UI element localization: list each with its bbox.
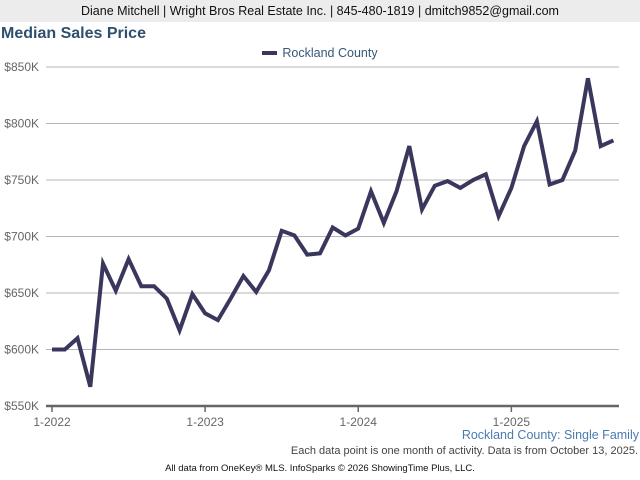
legend-entry[interactable]: Rockland County [282, 46, 378, 60]
legend-swatch-icon [262, 50, 278, 55]
x-axis: 1-2022 1-2023 1-2024 1-2025 [33, 404, 619, 429]
series-layer [51, 77, 615, 388]
y-tick-label: $650K [4, 286, 39, 300]
agent-contact-bar: Diane Mitchell | Wright Bros Real Estate… [0, 0, 640, 22]
x-tick-label: 1-2025 [493, 415, 531, 429]
series-line [52, 77, 615, 388]
y-tick-label: $750K [4, 173, 39, 187]
chart-legend: Rockland County [0, 46, 640, 60]
y-tick-label: $850K [4, 60, 39, 74]
y-axis-labels: $550K $600K $650K $700K $750K $800K $850K [4, 60, 39, 413]
x-tick-label: 1-2022 [33, 415, 71, 429]
gridlines [46, 66, 619, 350]
data-note: Each data point is one month of activity… [290, 445, 638, 457]
series-caption: Rockland County: Single Family [461, 428, 639, 442]
y-tick-label: $700K [4, 230, 39, 244]
y-tick-label: $550K [4, 399, 39, 413]
x-tick-label: 1-2023 [186, 415, 224, 429]
source-footer: All data from OneKey® MLS. InfoSparks © … [165, 463, 475, 474]
y-tick-label: $800K [4, 117, 39, 131]
agent-info: Diane Mitchell | Wright Bros Real Estate… [81, 4, 559, 18]
y-tick-label: $600K [4, 343, 39, 357]
chart-title: Median Sales Price [1, 25, 146, 42]
x-tick-label: 1-2024 [340, 415, 378, 429]
